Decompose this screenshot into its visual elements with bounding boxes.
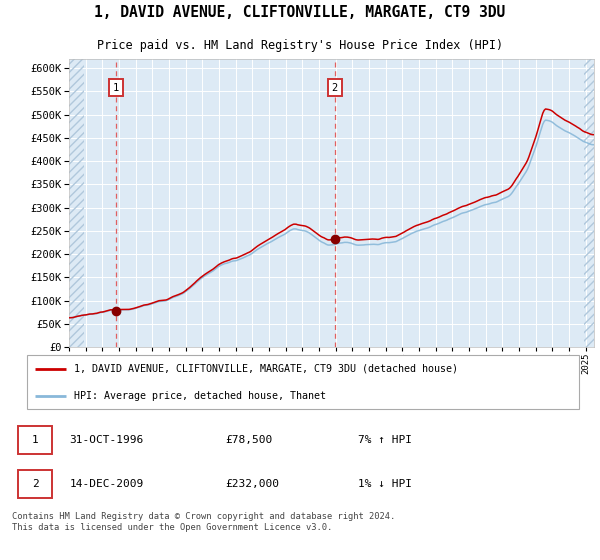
Text: HPI: Average price, detached house, Thanet: HPI: Average price, detached house, Than… [74,391,326,401]
Text: 1% ↓ HPI: 1% ↓ HPI [358,479,412,489]
Bar [584,59,594,347]
Text: 31-OCT-1996: 31-OCT-1996 [70,435,144,445]
Text: 1, DAVID AVENUE, CLIFTONVILLE, MARGATE, CT9 3DU: 1, DAVID AVENUE, CLIFTONVILLE, MARGATE, … [94,6,506,20]
Text: £232,000: £232,000 [225,479,279,489]
Text: 2: 2 [332,83,338,92]
FancyBboxPatch shape [27,355,579,409]
Text: 7% ↑ HPI: 7% ↑ HPI [358,435,412,445]
Text: 1: 1 [113,83,119,92]
FancyBboxPatch shape [18,470,52,497]
Text: £78,500: £78,500 [225,435,272,445]
Bar [69,59,85,347]
Text: 14-DEC-2009: 14-DEC-2009 [70,479,144,489]
Text: 1, DAVID AVENUE, CLIFTONVILLE, MARGATE, CT9 3DU (detached house): 1, DAVID AVENUE, CLIFTONVILLE, MARGATE, … [74,363,458,374]
Text: Contains HM Land Registry data © Crown copyright and database right 2024.
This d: Contains HM Land Registry data © Crown c… [12,512,395,531]
Text: Price paid vs. HM Land Registry's House Price Index (HPI): Price paid vs. HM Land Registry's House … [97,39,503,53]
FancyBboxPatch shape [18,426,52,454]
Text: 2: 2 [32,479,38,489]
Text: 1: 1 [32,435,38,445]
